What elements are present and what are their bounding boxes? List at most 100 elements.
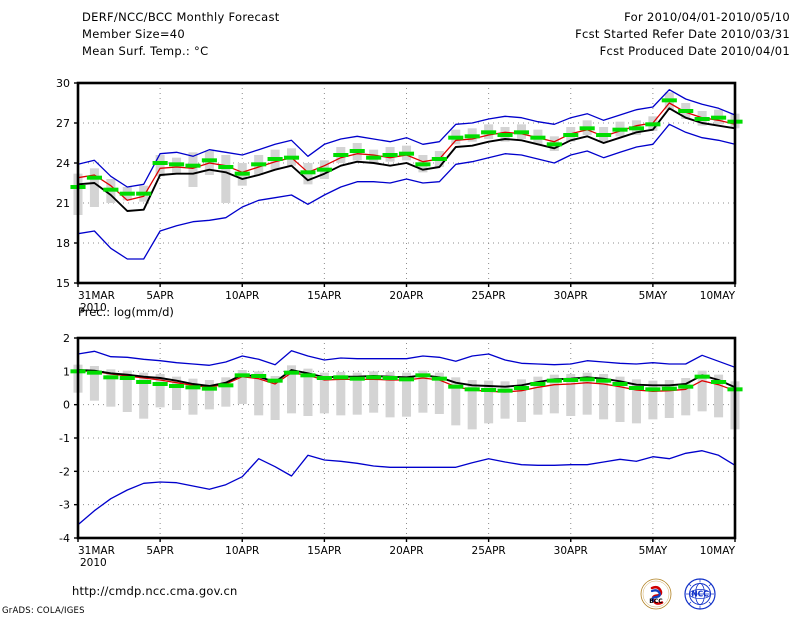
spread-bar bbox=[287, 365, 297, 414]
spread-bar bbox=[122, 370, 132, 412]
spread-bar bbox=[221, 155, 231, 203]
spread-bar bbox=[89, 366, 99, 401]
spread-bar bbox=[664, 380, 674, 418]
spread-bar bbox=[303, 368, 313, 416]
spread-bar bbox=[336, 372, 346, 416]
x-tick-label: 15APR bbox=[307, 545, 341, 557]
bcc-logo-icon: BCC bbox=[640, 578, 672, 610]
y-tick-label: 0 bbox=[63, 399, 70, 412]
spread-bar bbox=[418, 370, 428, 413]
x-tick-label: 5MAY bbox=[639, 545, 668, 557]
spread-bar bbox=[188, 152, 198, 187]
plot-panel-mean-surface-temperature: 15 18 21 24 27 30 31MAR 5APR 10APR 15APR 20APR 25AP… bbox=[56, 77, 743, 314]
temperature-variable-label: Mean Surf. Temp.: °C bbox=[82, 44, 209, 58]
spread-bar bbox=[221, 377, 231, 407]
precipitation-variable-label: Prec.: log(mm/d) bbox=[78, 305, 174, 319]
forecast-range-label: For 2010/04/01-2010/05/10 bbox=[624, 10, 790, 24]
y-tick-label: 21 bbox=[56, 197, 70, 210]
spread-bar bbox=[237, 370, 247, 404]
y-tick-label: 30 bbox=[56, 77, 70, 90]
x-tick-label: 5APR bbox=[146, 545, 174, 557]
spread-bar bbox=[714, 374, 724, 418]
spread-bar bbox=[139, 372, 149, 419]
spread-bar bbox=[697, 370, 707, 412]
series-line-max bbox=[77, 89, 736, 188]
spread-bar bbox=[648, 380, 658, 420]
spread-bar bbox=[155, 374, 165, 408]
x-tick-label: 15APR bbox=[307, 290, 341, 302]
x-tick-label: 5APR bbox=[146, 290, 174, 302]
spread-bar bbox=[451, 377, 461, 426]
grads-credit: GrADS: COLA/IGES bbox=[2, 606, 85, 616]
y-tick-label: -2 bbox=[59, 465, 70, 478]
spread-bar bbox=[533, 376, 543, 415]
spread-bar bbox=[369, 371, 379, 413]
spread-bar bbox=[106, 369, 116, 407]
spread-bar bbox=[467, 380, 477, 430]
y-tick-label: 27 bbox=[56, 117, 70, 130]
spread-bar bbox=[352, 372, 362, 415]
member-size-label: Member Size=40 bbox=[82, 27, 186, 41]
spread-bar bbox=[681, 378, 691, 416]
spread-bar bbox=[385, 372, 395, 418]
spread-bar bbox=[204, 380, 214, 410]
spread-bar bbox=[89, 168, 99, 207]
y-tick-label: -3 bbox=[59, 499, 70, 512]
x-tick-label: 20APR bbox=[389, 290, 423, 302]
spread-bar bbox=[188, 378, 198, 415]
spread-bar bbox=[599, 374, 609, 420]
y-tick-label: 1 bbox=[63, 365, 70, 378]
ncc-logo-icon: NCC bbox=[684, 578, 716, 610]
spread-bar bbox=[172, 376, 182, 410]
spread-bar bbox=[319, 372, 329, 414]
spread-bar bbox=[516, 379, 526, 422]
svg-text:BCC: BCC bbox=[649, 598, 663, 605]
x-tick-label: 5MAY bbox=[639, 290, 668, 302]
y-tick-label: -4 bbox=[59, 532, 70, 545]
spread-bar bbox=[631, 379, 641, 424]
x-tick-label: 10APR bbox=[225, 290, 259, 302]
x-tick-label: 10MAY bbox=[700, 290, 736, 302]
x-tick-label: 30APR bbox=[554, 290, 588, 302]
x-tick-label: 10APR bbox=[225, 545, 259, 557]
forecast-produced-date-label: Fcst Produced Date 2010/04/01 bbox=[599, 44, 790, 58]
y-tick-label: 18 bbox=[56, 237, 70, 250]
spread-bar bbox=[566, 374, 576, 416]
spread-bar bbox=[549, 374, 559, 414]
plot-frame bbox=[76, 81, 737, 285]
y-tick-label: 15 bbox=[56, 277, 70, 290]
spread-bar bbox=[615, 376, 625, 422]
spread-bar bbox=[155, 155, 165, 177]
x-axis-year-label: 2010 bbox=[80, 557, 107, 569]
plot-frame bbox=[76, 336, 737, 540]
y-tick-label: -1 bbox=[59, 432, 70, 445]
x-tick-label: 30APR bbox=[554, 545, 588, 557]
spread-bar bbox=[254, 371, 264, 416]
y-tick-label: 24 bbox=[56, 157, 70, 170]
svg-text:NCC: NCC bbox=[691, 590, 709, 599]
forecast-start-date-label: Fcst Started Refer Date 2010/03/31 bbox=[575, 27, 790, 41]
spread-bar bbox=[434, 372, 444, 414]
y-tick-label: 2 bbox=[63, 332, 70, 345]
x-tick-label: 31MAR bbox=[78, 290, 115, 302]
spread-bar bbox=[270, 376, 280, 420]
spread-bar bbox=[582, 372, 592, 415]
series-line-min bbox=[77, 450, 736, 526]
series-line-max bbox=[77, 350, 736, 368]
x-axis-year-label: 2010 bbox=[80, 302, 107, 314]
x-tick-label: 25APR bbox=[472, 290, 506, 302]
x-tick-label: 20APR bbox=[389, 545, 423, 557]
spread-bar bbox=[500, 381, 510, 419]
x-tick-label: 31MAR bbox=[78, 545, 115, 557]
x-tick-label: 10MAY bbox=[700, 545, 736, 557]
forecast-title: DERF/NCC/BCC Monthly Forecast bbox=[82, 10, 280, 24]
plot-panel-precipitation-log: -4 -3 -2 -1 0 1 2 31MAR 5APR 10APR 15APR 20APR 25APR… bbox=[59, 332, 743, 569]
spread-bar bbox=[484, 380, 494, 424]
website-url[interactable]: http://cmdp.ncc.cma.gov.cn bbox=[72, 584, 238, 598]
spread-bar bbox=[401, 372, 412, 417]
series-line-ensemble-mean bbox=[77, 107, 736, 212]
series-line-min bbox=[77, 123, 736, 260]
x-tick-label: 25APR bbox=[472, 545, 506, 557]
